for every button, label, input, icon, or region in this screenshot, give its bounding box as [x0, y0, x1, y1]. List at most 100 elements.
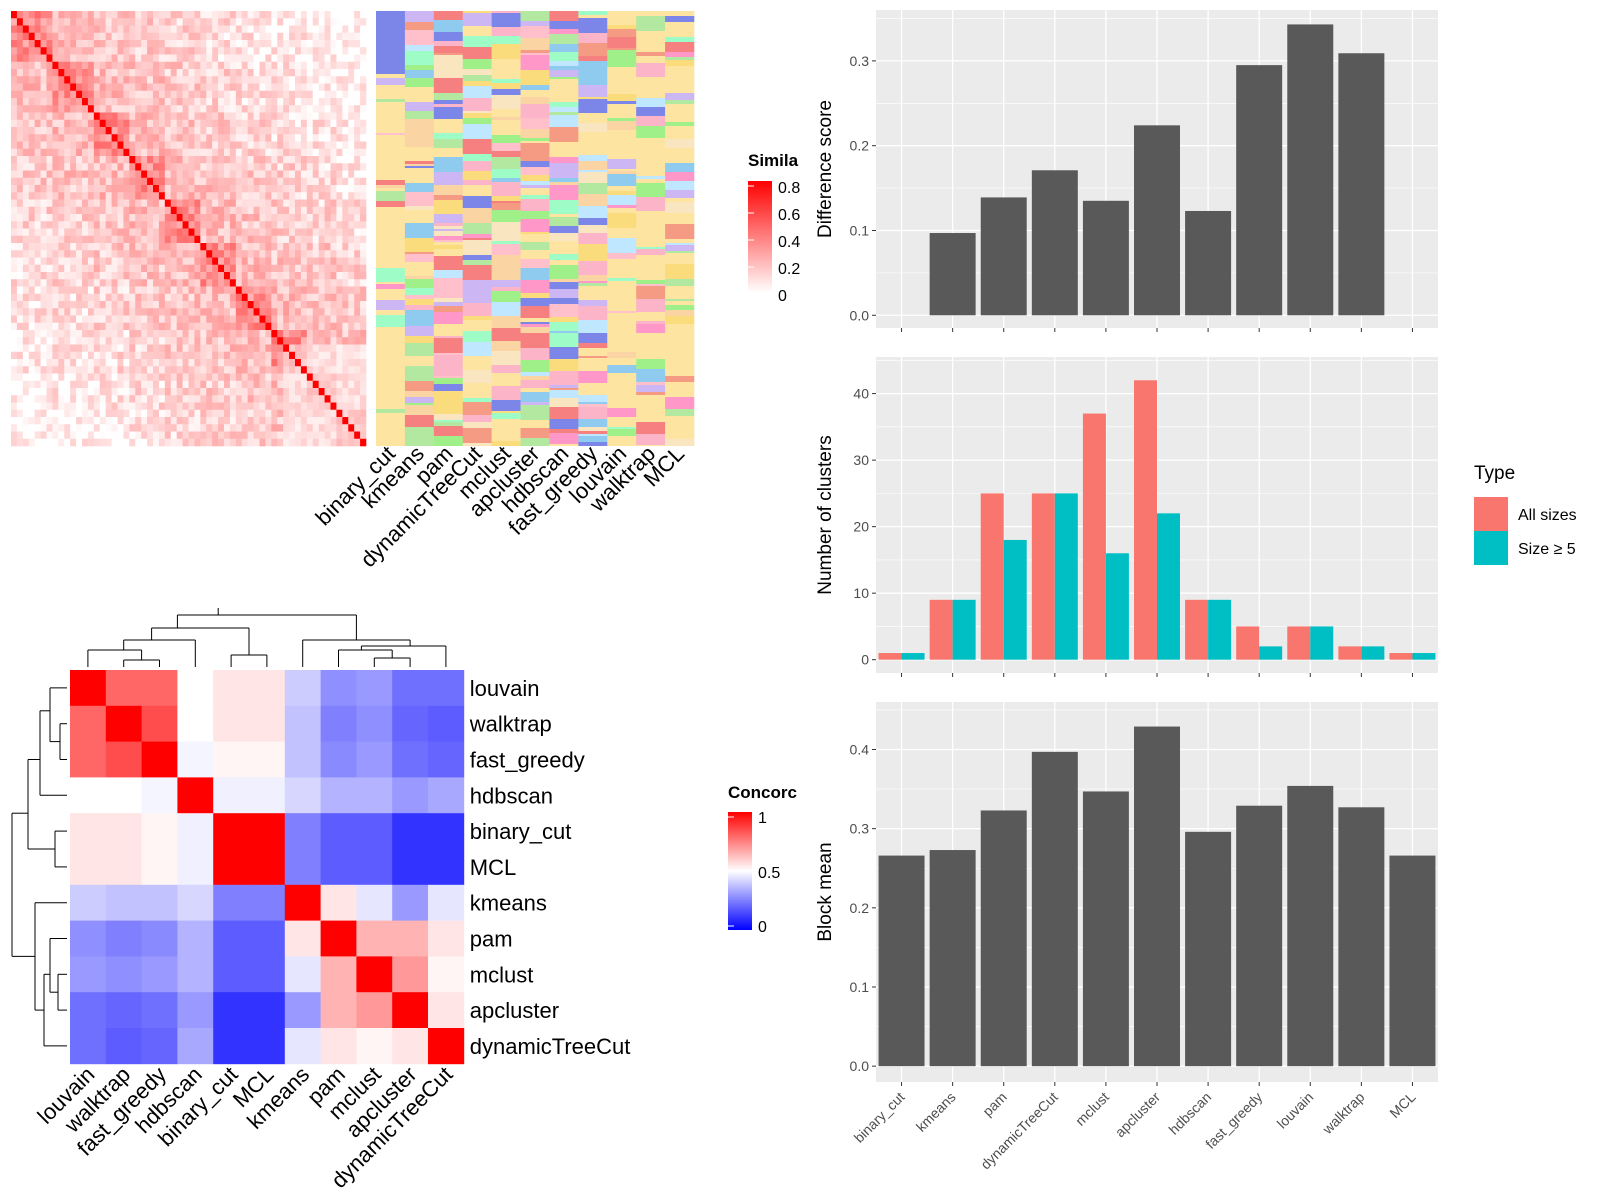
similarity-cell	[70, 18, 77, 26]
concordance-cell	[428, 741, 465, 778]
similarity-cell	[58, 112, 65, 121]
similarity-cell	[123, 61, 130, 70]
similarity-cell	[70, 141, 77, 150]
cluster-assignment-cell	[376, 207, 406, 222]
similarity-cell	[235, 32, 243, 41]
cluster-assignment-cell	[520, 152, 550, 161]
similarity-cell	[259, 98, 266, 106]
cluster-assignment-cell	[549, 233, 579, 241]
cluster-assignment-cell	[549, 70, 579, 77]
similarity-cell	[135, 438, 142, 447]
similarity-cell	[348, 83, 355, 92]
similarity-cell	[70, 330, 77, 338]
similarity-cell	[277, 127, 284, 135]
similarity-cell	[229, 409, 237, 418]
concordance-cell	[177, 777, 214, 814]
cluster-assignment-cell	[607, 186, 637, 191]
cluster-assignment-cell	[376, 74, 406, 76]
cluster-assignment-cell	[665, 172, 695, 181]
cluster-assignment-cell	[549, 388, 579, 390]
similarity-cell	[206, 221, 213, 229]
similarity-cell	[200, 177, 207, 186]
similarity-cell	[212, 264, 219, 273]
similarity-cell	[188, 308, 195, 316]
similarity-cell	[229, 330, 237, 338]
similarity-cell	[283, 344, 290, 353]
similarity-cell	[253, 388, 260, 396]
similarity-cell	[265, 438, 272, 447]
similarity-cell	[111, 293, 118, 302]
similarity-cell	[289, 163, 296, 171]
concordance-cell	[105, 849, 142, 886]
similarity-cell	[194, 134, 201, 142]
similarity-cell	[99, 257, 106, 266]
similarity-cell	[212, 424, 219, 432]
similarity-cell	[194, 322, 201, 331]
similarity-cell	[147, 359, 154, 367]
similarity-cell	[194, 395, 201, 403]
concordance-cell	[428, 813, 465, 850]
similarity-cell	[153, 141, 160, 150]
similarity-cell	[153, 359, 160, 367]
similarity-cell	[324, 206, 331, 215]
similarity-cell	[206, 308, 213, 316]
similarity-cell	[188, 40, 195, 48]
similarity-cell	[306, 25, 314, 34]
similarity-cell	[194, 351, 201, 360]
similarity-cell	[300, 112, 308, 121]
similarity-cell	[28, 25, 35, 34]
similarity-cell	[324, 380, 331, 389]
cluster-assignment-cell	[462, 86, 492, 98]
similarity-cell	[46, 330, 53, 338]
similarity-cell	[235, 293, 243, 302]
similarity-cell	[336, 127, 343, 135]
similarity-cell	[206, 32, 213, 41]
cluster-assignment-cell	[491, 328, 521, 341]
similarity-cell	[253, 105, 260, 113]
similarity-cell	[105, 388, 112, 396]
cluster-assignment-cell	[607, 238, 637, 253]
similarity-cell	[147, 402, 154, 411]
cluster-assignment-cell	[665, 301, 695, 305]
similarity-cell	[87, 170, 95, 179]
similarity-cell	[82, 11, 89, 19]
similarity-cell	[295, 170, 302, 179]
cluster-assignment-cell	[433, 245, 464, 249]
similarity-cell	[188, 424, 195, 432]
similarity-cell	[158, 98, 166, 106]
similarity-cell	[265, 330, 272, 338]
similarity-cell	[70, 388, 77, 396]
similarity-cell	[129, 257, 136, 266]
similarity-cell	[11, 134, 18, 142]
similarity-cell	[16, 141, 24, 150]
similarity-cell	[22, 90, 30, 99]
similarity-cell	[206, 315, 213, 324]
similarity-cell	[82, 192, 89, 200]
similarity-cell	[277, 192, 284, 200]
similarity-cell	[330, 134, 337, 142]
similarity-cell	[176, 315, 183, 324]
similarity-cell	[206, 54, 213, 63]
similarity-cell	[64, 431, 71, 440]
similarity-cell	[277, 47, 284, 55]
cluster-assignment-cell	[376, 133, 406, 135]
similarity-cell	[158, 380, 166, 389]
similarity-cell	[194, 221, 201, 229]
similarity-cell	[200, 47, 207, 55]
similarity-cell	[93, 83, 101, 92]
similarity-cell	[218, 308, 225, 316]
similarity-cell	[141, 98, 148, 106]
similarity-cell	[34, 206, 41, 215]
similarity-cell	[111, 32, 118, 41]
concordance-cell	[320, 741, 357, 778]
similarity-cell	[206, 76, 213, 84]
similarity-cell	[235, 380, 243, 389]
cluster-assignment-cell	[376, 78, 406, 85]
similarity-cell	[360, 32, 367, 41]
similarity-cell	[182, 119, 189, 128]
similarity-cell	[360, 163, 367, 171]
similarity-cell	[11, 148, 18, 157]
similarity-cell	[283, 90, 290, 99]
similarity-cell	[153, 264, 160, 273]
similarity-cell	[218, 337, 225, 345]
